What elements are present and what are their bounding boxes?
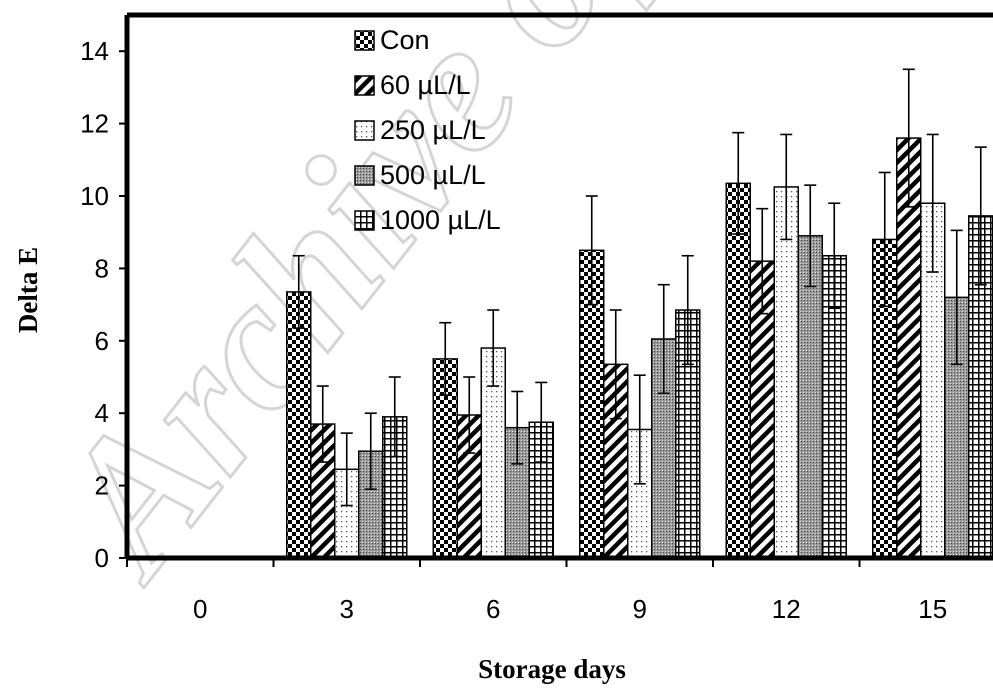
bar <box>773 186 799 559</box>
y-tick-label: 10 <box>80 181 109 211</box>
x-tick-label: 6 <box>486 594 500 624</box>
error-bar <box>388 376 401 458</box>
legend-swatch <box>354 30 375 51</box>
error-bar <box>780 133 793 241</box>
x-tick-label: 12 <box>772 594 801 624</box>
error-bar <box>950 229 963 366</box>
x-tick-label: 9 <box>633 594 647 624</box>
legend-item: 60 µL/L <box>354 70 471 100</box>
legend-item: 1000 µL/L <box>354 205 501 235</box>
error-bar <box>585 195 598 306</box>
error-bar <box>926 133 939 273</box>
legend-swatch <box>354 120 375 141</box>
error-bar <box>657 283 670 395</box>
error-bar <box>439 321 452 396</box>
error-bar <box>828 202 841 310</box>
x-tick-label: 15 <box>918 594 947 624</box>
error-bar <box>878 171 891 308</box>
legend-swatch <box>354 165 375 186</box>
error-bar <box>463 376 476 454</box>
legend-label: 250 µL/L <box>380 115 486 145</box>
axis-lines <box>119 12 993 567</box>
y-tick-label: 4 <box>95 398 109 428</box>
legend-swatch <box>354 75 375 96</box>
error-bars <box>292 68 987 507</box>
error-bar <box>732 131 745 235</box>
error-bar <box>364 412 377 491</box>
legend-label: Con <box>380 25 430 55</box>
tick-labels: 0 2 4 6 8 10 12 14 0 3 6 9 12 15 <box>80 36 947 624</box>
bar <box>286 291 312 559</box>
error-bar <box>487 309 500 387</box>
bar <box>797 235 823 559</box>
legend-item: 250 µL/L <box>354 115 486 145</box>
error-bar <box>633 374 646 485</box>
error-bar <box>804 184 817 288</box>
x-tick-label: 3 <box>340 594 354 624</box>
legend-item: Con <box>354 25 430 55</box>
error-bar <box>340 432 353 507</box>
x-axis-title: Storage days <box>478 654 626 684</box>
error-bar <box>316 385 329 463</box>
error-bar <box>756 207 769 315</box>
error-bar <box>292 254 305 329</box>
legend-label: 60 µL/L <box>380 70 471 100</box>
y-tick-label: 2 <box>95 471 109 501</box>
y-axis-title: Delta E <box>13 247 43 333</box>
y-tick-label: 6 <box>95 326 109 356</box>
y-tick-label: 12 <box>80 109 109 139</box>
y-tick-label: 14 <box>80 36 109 66</box>
legend-label: 1000 µL/L <box>380 205 501 235</box>
x-tick-label: 0 <box>193 594 207 624</box>
error-bar <box>902 68 915 208</box>
legend-swatch <box>354 210 375 231</box>
y-tick-label: 0 <box>95 543 109 573</box>
legend: Con 60 µL/L 250 µL/L 500 µL/L 1000 µL/L <box>354 25 501 235</box>
bar <box>725 182 751 559</box>
legend-label: 500 µL/L <box>380 160 486 190</box>
error-bar <box>535 381 548 463</box>
error-bar <box>974 146 987 286</box>
y-tick-label: 8 <box>95 253 109 283</box>
legend-item: 500 µL/L <box>354 160 486 190</box>
error-bar <box>609 309 622 420</box>
error-bar <box>511 390 524 465</box>
error-bar <box>681 254 694 366</box>
